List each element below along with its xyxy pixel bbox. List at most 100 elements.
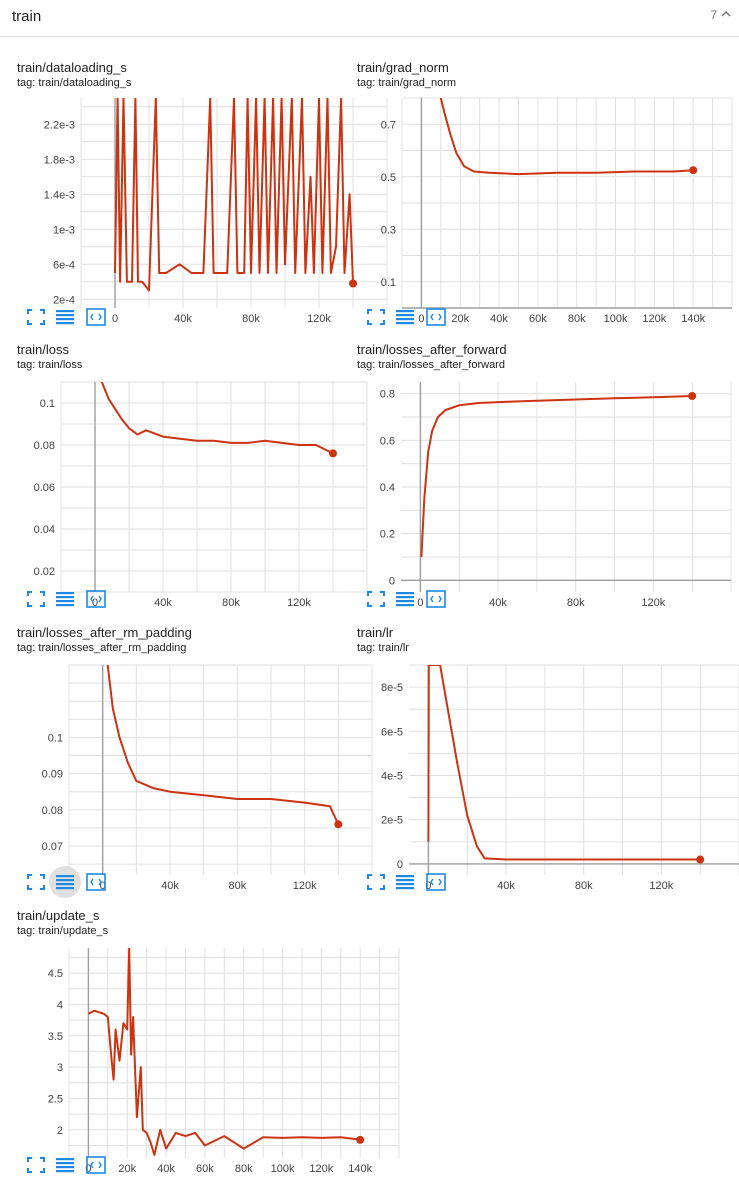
- y-tick-label: 6e-5: [381, 726, 403, 738]
- data-table-button[interactable]: [54, 1155, 76, 1175]
- series-last-point: [356, 1135, 365, 1144]
- card-tag: tag: train/dataloading_s: [17, 77, 132, 89]
- fit-domain-icon: [86, 1156, 106, 1174]
- data-table-button[interactable]: [54, 307, 76, 327]
- expand-icon: [27, 874, 45, 890]
- expand-button[interactable]: [365, 307, 387, 327]
- x-tick-label: 0: [100, 880, 106, 892]
- y-tick-label: 4.5: [48, 968, 63, 980]
- y-tick-label: 0.1: [48, 732, 63, 744]
- x-tick-label: 80k: [228, 880, 246, 892]
- fit-domain-button[interactable]: [85, 1155, 107, 1175]
- data-table-button[interactable]: [54, 589, 76, 609]
- chart-svg[interactable]: 0 20k 40k 60k 80k 100k 120k 140k 0.1 0.3 0.5 0.7: [357, 60, 739, 338]
- y-tick-label: 2.2e-3: [44, 119, 75, 131]
- y-tick-label: 0.1: [381, 277, 396, 289]
- y-tick-label: 4e-5: [381, 771, 403, 783]
- series-line: [106, 665, 340, 825]
- data-table-icon: [56, 310, 74, 325]
- y-tick-label: 0: [397, 859, 403, 871]
- series-line: [87, 948, 361, 1156]
- x-tick-label: 120k: [307, 313, 331, 325]
- y-tick-label: 4: [57, 999, 63, 1011]
- y-tick-label: 0.2: [380, 529, 395, 541]
- series-last-point: [329, 449, 337, 458]
- x-tick-label: 80k: [575, 880, 593, 892]
- y-tick-label: 0: [389, 575, 395, 587]
- data-table-button[interactable]: [394, 872, 416, 892]
- chevron-up-icon[interactable]: [719, 7, 733, 21]
- card-tag: tag: train/losses_after_forward: [357, 359, 505, 371]
- fit-domain-button[interactable]: [425, 589, 447, 609]
- series-last-point: [349, 279, 357, 288]
- fit-domain-button[interactable]: [85, 589, 107, 609]
- x-tick-label: 20k: [451, 313, 469, 325]
- x-tick-label: 80k: [242, 313, 260, 325]
- y-tick-label: 0.04: [34, 524, 55, 536]
- chart-svg[interactable]: 0 40k 80k 120k 0 0.2 0.4 0.6 0.8: [357, 342, 739, 622]
- data-table-icon: [396, 875, 414, 890]
- x-tick-label: 80k: [567, 597, 585, 609]
- card-tag: tag: train/lr: [357, 642, 409, 654]
- group-header[interactable]: train 7: [0, 0, 739, 37]
- chart-svg[interactable]: 0 20k 40k 60k 80k 100k 120k 140k 2 2.5 3 3.5 4 4.5: [17, 908, 409, 1188]
- data-table-button[interactable]: [394, 307, 416, 327]
- data-table-button[interactable]: [394, 589, 416, 609]
- x-tick-label: 0: [417, 597, 423, 609]
- expand-button[interactable]: [25, 872, 47, 892]
- x-tick-label: 60k: [529, 313, 547, 325]
- fit-domain-button[interactable]: [85, 307, 107, 327]
- fit-domain-button[interactable]: [425, 872, 447, 892]
- x-tick-label: 120k: [642, 313, 666, 325]
- data-table-button[interactable]: [49, 866, 81, 898]
- fit-domain-button[interactable]: [425, 307, 447, 327]
- chart-svg[interactable]: 0 40k 80k 120k 0 2e-5 4e-5 6e-5 8e-5: [357, 625, 739, 905]
- y-tick-label: 0.02: [34, 566, 55, 578]
- chart-svg[interactable]: 0 40k 80k 120k 0.02 0.04 0.06 0.08 0.1: [17, 342, 377, 622]
- series-last-point: [334, 820, 343, 829]
- expand-icon: [367, 309, 385, 325]
- y-tick-label: 0.08: [42, 805, 63, 817]
- card-title: train/dataloading_s: [17, 60, 127, 75]
- expand-button[interactable]: [365, 589, 387, 609]
- y-tick-label: 0.1: [40, 398, 55, 410]
- y-tick-label: 1.4e-3: [44, 189, 75, 201]
- chart-svg[interactable]: 0 40k 80k 120k 2e-4 6e-4 1e-3 1.4e-3 1.8e-3 2.2e-…: [17, 60, 397, 338]
- fit-domain-icon: [86, 873, 106, 891]
- chart-svg[interactable]: 0 40k 80k 120k 0.07 0.08 0.09 0.1: [17, 625, 382, 905]
- expand-icon: [27, 1157, 45, 1173]
- group-count: 7: [710, 8, 717, 22]
- x-tick-label: 120k: [287, 597, 311, 609]
- y-tick-label: 0.6: [380, 435, 395, 447]
- x-tick-label: 120k: [641, 597, 665, 609]
- y-tick-label: 0.5: [381, 172, 396, 184]
- x-tick-label: 40k: [157, 1163, 175, 1175]
- x-tick-label: 80k: [235, 1163, 253, 1175]
- y-tick-label: 3: [57, 1062, 63, 1074]
- fit-domain-icon: [86, 308, 106, 326]
- series-line: [439, 98, 694, 176]
- x-tick-label: 140k: [681, 313, 705, 325]
- data-table-icon: [396, 592, 414, 607]
- expand-button[interactable]: [25, 589, 47, 609]
- x-tick-label: 0: [418, 313, 424, 325]
- series-line: [427, 665, 701, 861]
- card-title: train/losses_after_forward: [357, 342, 507, 357]
- card-losses-after-forward: train/losses_after_forward tag: train/lo…: [357, 342, 732, 614]
- expand-button[interactable]: [25, 307, 47, 327]
- x-tick-label: 120k: [293, 880, 317, 892]
- series-last-point: [688, 392, 697, 400]
- y-tick-label: 8e-5: [381, 682, 403, 694]
- y-tick-label: 0.06: [34, 482, 55, 494]
- fit-domain-button[interactable]: [85, 872, 107, 892]
- expand-icon: [367, 591, 385, 607]
- x-tick-label: 60k: [196, 1163, 214, 1175]
- y-tick-label: 1e-3: [53, 224, 75, 236]
- card-title: train/lr: [357, 625, 394, 640]
- expand-button[interactable]: [25, 1155, 47, 1175]
- card-dataloading: train/dataloading_s tag: train/dataloadi…: [17, 60, 388, 332]
- y-tick-label: 3.5: [48, 1031, 63, 1043]
- expand-button[interactable]: [365, 872, 387, 892]
- x-tick-label: 100k: [604, 313, 628, 325]
- x-tick-label: 140k: [348, 1163, 372, 1175]
